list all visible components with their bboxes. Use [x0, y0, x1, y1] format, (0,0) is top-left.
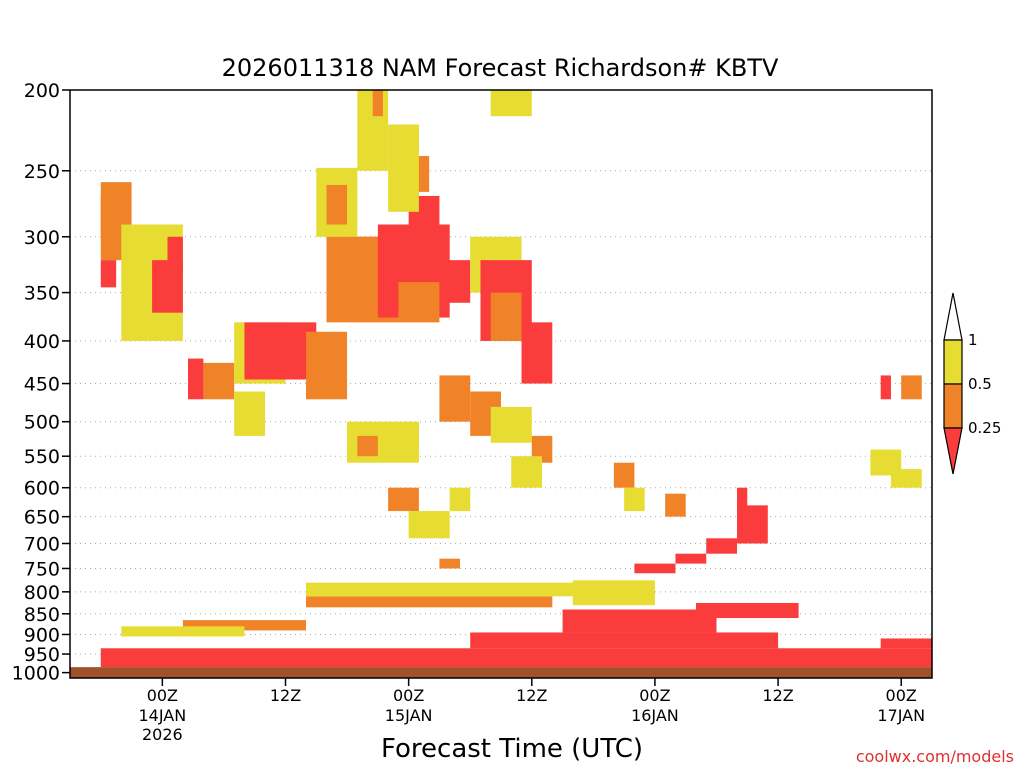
heatmap-cell-yellow	[511, 456, 543, 488]
y-tick-label: 550	[24, 446, 60, 468]
ground-fill	[70, 667, 932, 678]
y-tick-label: 900	[24, 624, 60, 646]
heatmap-cell-orange	[613, 462, 635, 488]
heatmap-cell-red	[706, 538, 738, 554]
y-tick-label: 200	[24, 80, 60, 102]
colorbar-swatch-yellow	[943, 339, 963, 385]
y-tick-label: 600	[24, 478, 60, 500]
x-axis-label: Forecast Time (UTC)	[381, 734, 643, 764]
x-tick-year: 2026	[142, 725, 183, 744]
y-tick-label: 300	[24, 227, 60, 249]
y-tick-label: 800	[24, 582, 60, 604]
ground-band	[70, 667, 932, 678]
heatmap-cell-yellow	[121, 626, 245, 637]
heatmap-cell-yellow	[449, 487, 471, 512]
x-tick-label: 12Z	[270, 686, 301, 705]
heatmap-cell-red	[737, 487, 748, 512]
heatmap-cell-red	[439, 260, 471, 303]
heatmap-cell-orange	[372, 90, 383, 117]
heatmap-cell-yellow	[490, 90, 532, 117]
y-tick-label: 750	[24, 558, 60, 580]
y-tick-label: 350	[24, 283, 60, 305]
colorbar-swatch-orange	[943, 383, 963, 429]
heatmap-cell-orange	[439, 375, 471, 422]
heatmap-cell-orange	[326, 184, 348, 225]
heatmap-cell-red	[634, 563, 676, 574]
heatmap-cell-red	[695, 602, 799, 619]
heatmap-cell-orange	[203, 362, 235, 400]
heatmap-cell-yellow	[890, 469, 922, 488]
heatmap-cell-orange	[439, 558, 460, 569]
colorbar-top-arrow	[943, 292, 963, 341]
heatmap-cell-red	[244, 322, 317, 380]
colorbar-label: 1	[968, 331, 978, 349]
heatmap-cell-red	[470, 632, 779, 649]
x-tick-date: 14JAN	[138, 706, 186, 725]
heatmap-cell-red	[100, 648, 933, 668]
heatmap-cell-orange	[901, 375, 922, 400]
heatmap-cell-yellow	[306, 582, 594, 597]
source-watermark: coolwx.com/models	[856, 747, 1014, 766]
heatmap-cell-orange	[398, 282, 440, 323]
x-tick-label: 12Z	[762, 686, 793, 705]
heatmap-cell-orange	[490, 292, 522, 341]
heatmap-cell-red	[188, 358, 204, 400]
heatmap-cell-orange	[531, 435, 553, 463]
heatmap-cell-orange	[306, 596, 553, 608]
y-tick-label: 400	[24, 331, 60, 353]
y-tick-label: 950	[24, 644, 60, 666]
heatmap-cell-yellow	[572, 580, 655, 606]
colorbar-legend: 1 0.5 0.25	[943, 292, 1001, 475]
y-tick-label: 650	[24, 507, 60, 529]
heatmap-cell-red	[675, 553, 707, 564]
heatmap-cell-red	[737, 505, 768, 544]
y-tick-label: 850	[24, 604, 60, 626]
heatmap-cell-red	[880, 375, 891, 400]
y-tick-label: 450	[24, 374, 60, 396]
x-tick-date: 16JAN	[631, 706, 679, 725]
heatmap-cell-red	[880, 638, 932, 649]
colorbar-label: 0.5	[968, 375, 992, 393]
heatmap-cell-yellow	[408, 511, 450, 539]
chart-title: 2026011318 NAM Forecast Richardson# KBTV	[222, 54, 779, 82]
heatmap-cell-orange	[357, 435, 378, 457]
x-tick-label: 00Z	[393, 686, 424, 705]
heatmap-cell-red	[521, 322, 553, 384]
x-tick-date: 15JAN	[385, 706, 433, 725]
heatmap-cell-yellow	[388, 124, 419, 212]
y-tick-label: 700	[24, 533, 60, 555]
y-tick-label: 500	[24, 412, 60, 434]
colorbar-label: 0.25	[968, 419, 1001, 437]
x-tick-date: 17JAN	[877, 706, 925, 725]
heatmap-cell-yellow	[234, 391, 265, 436]
heatmap-cell-red	[562, 609, 717, 633]
y-tick-label: 1000	[12, 663, 60, 685]
colorbar-bottom-arrow	[943, 427, 963, 475]
heatmap-cell-yellow	[490, 406, 532, 443]
heatmap-cell-orange	[665, 493, 686, 517]
heatmap-cell-red	[167, 236, 183, 272]
y-tick-label: 250	[24, 161, 60, 183]
x-tick-label: 00Z	[886, 686, 917, 705]
heatmap-cell-orange	[182, 620, 307, 631]
heatmap-cell-orange	[306, 331, 348, 400]
heatmap-cell-red	[100, 260, 117, 288]
x-tick-label: 00Z	[639, 686, 670, 705]
x-tick-label: 00Z	[147, 686, 178, 705]
x-tick-label: 12Z	[516, 686, 547, 705]
heatmap-cells	[100, 90, 933, 668]
heatmap-cell-yellow	[624, 487, 645, 512]
heatmap-cell-orange	[388, 487, 419, 512]
y-axis-ticks: 200 250 300 350 400 450 500 550 600 650 700 7508008…	[12, 80, 70, 685]
